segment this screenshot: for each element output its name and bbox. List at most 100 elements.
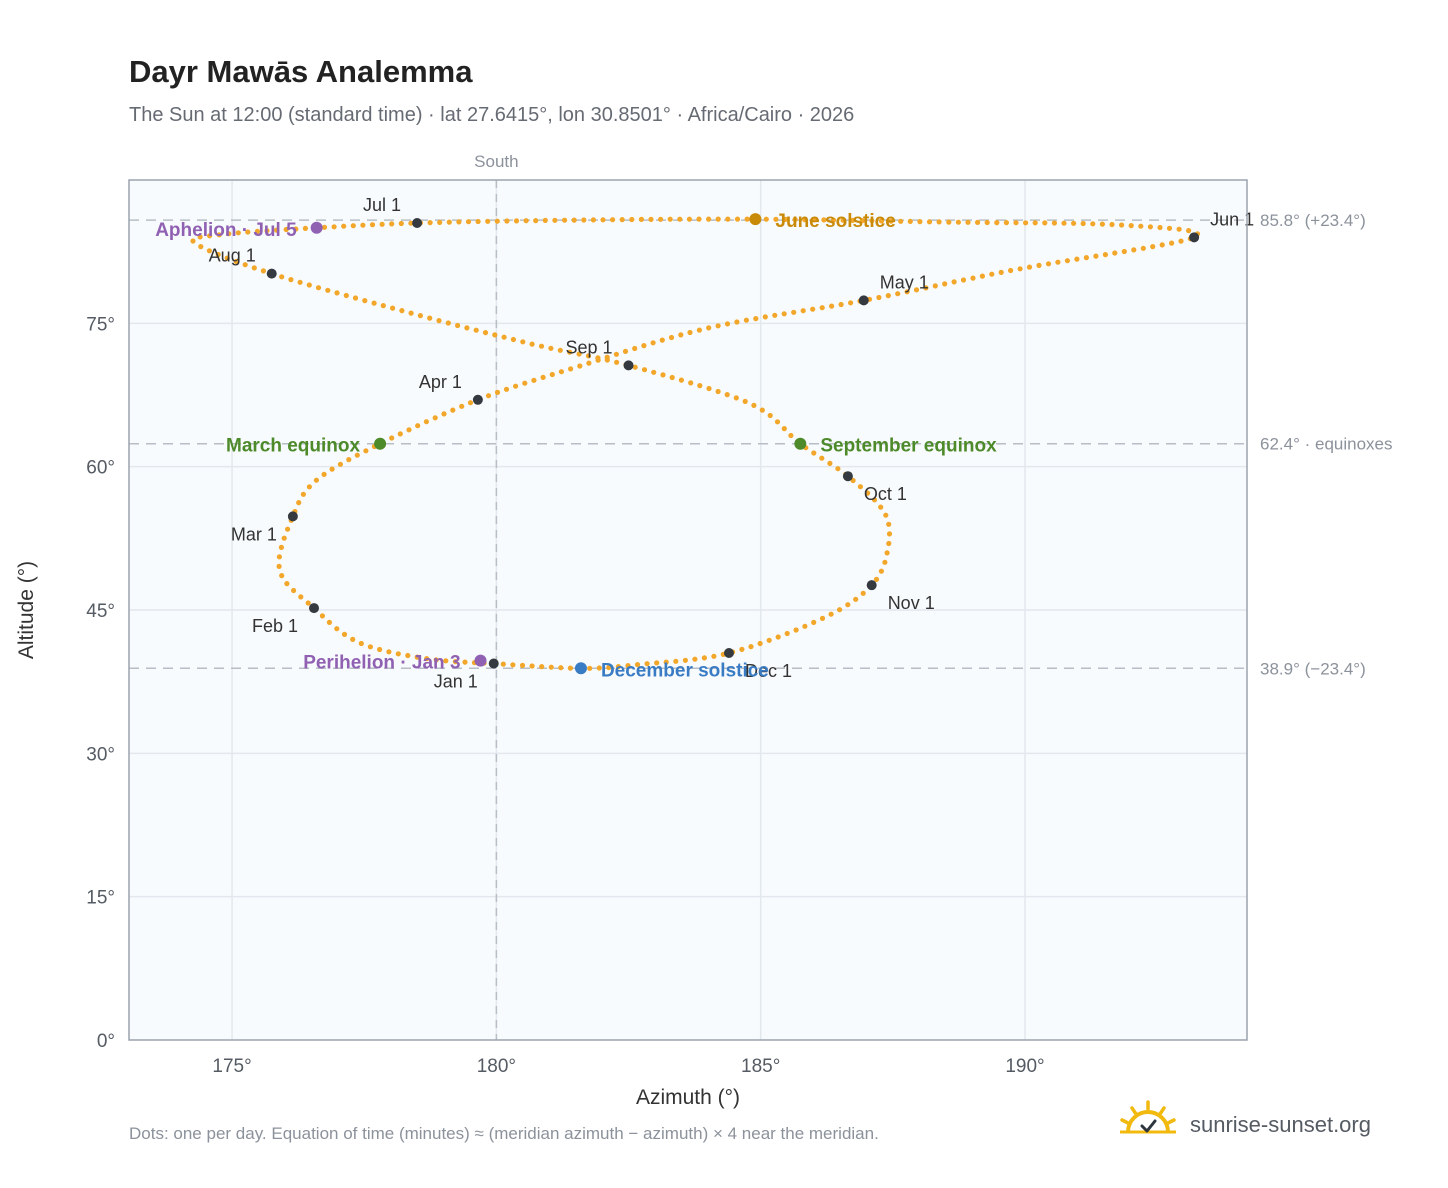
daily-sun-dot: [379, 221, 385, 227]
daily-sun-dot: [346, 457, 352, 463]
daily-sun-dot: [190, 238, 196, 244]
daily-sun-dot: [577, 363, 583, 369]
daily-sun-dot: [606, 664, 612, 671]
daily-sun-dot: [207, 233, 213, 239]
daily-sun-dot: [1176, 226, 1182, 232]
daily-sun-dot: [389, 221, 395, 227]
daily-sun-dot: [567, 665, 574, 671]
daily-sun-dot: [441, 411, 447, 417]
daily-sun-dot: [878, 218, 885, 224]
daily-sun-dot: [224, 255, 230, 261]
daily-sun-dot: [590, 217, 597, 223]
daily-sun-dot: [341, 223, 347, 229]
daily-sun-dot: [302, 225, 308, 231]
daily-sun-dot: [557, 347, 563, 353]
daily-sun-dot: [321, 471, 327, 477]
daily-sun-dot: [1178, 238, 1184, 244]
daily-sun-dot: [821, 217, 827, 223]
daily-sun-dot: [427, 315, 433, 321]
daily-sun-dot: [586, 360, 592, 366]
daily-sun-dot: [279, 573, 285, 579]
y-tick-label: 15°: [86, 888, 115, 909]
daily-sun-dot: [615, 664, 622, 670]
daily-sun-dot: [1150, 244, 1156, 250]
daily-sun-dot: [773, 216, 779, 222]
daily-sun-dot: [979, 273, 986, 279]
daily-sun-dot: [692, 656, 698, 662]
daily-sun-dot: [198, 244, 204, 250]
daily-sun-dot: [951, 279, 957, 285]
daily-sun-dot: [696, 327, 703, 333]
daily-sun-dot: [513, 383, 519, 389]
daily-sun-dot: [619, 217, 625, 223]
daily-sun-dot: [390, 305, 396, 311]
daily-sun-dot: [1032, 220, 1038, 226]
event-marker-dot: [794, 437, 807, 450]
daily-sun-dot: [1119, 222, 1125, 228]
daily-sun-dot: [520, 339, 526, 345]
daily-sun-dot: [585, 353, 592, 359]
daily-sun-dot: [885, 293, 891, 299]
daily-sun-dot: [772, 312, 778, 318]
daily-sun-dot: [998, 269, 1004, 275]
daily-sun-dot: [811, 619, 817, 626]
daily-sun-dot: [540, 374, 546, 380]
daily-sun-dot: [697, 383, 703, 389]
daily-sun-dot: [571, 217, 577, 223]
daily-sun-dot: [1138, 223, 1144, 229]
month-marker-dot: [842, 471, 853, 482]
daily-sun-dot: [542, 217, 548, 223]
daily-sun-dot: [215, 251, 221, 258]
daily-sun-dot: [715, 216, 721, 222]
daily-sun-dot: [819, 615, 826, 622]
daily-sun-dot: [774, 419, 781, 425]
daily-sun-dot: [298, 594, 304, 600]
daily-sun-dot: [206, 248, 212, 254]
daily-sun-dot: [654, 660, 660, 666]
daily-sun-dot: [350, 223, 356, 229]
daily-sun-dot: [386, 649, 392, 655]
daily-sun-dot: [576, 351, 582, 357]
daily-sun-dot: [638, 216, 645, 222]
daily-sun-dot: [742, 398, 748, 404]
daily-sun-dot: [873, 576, 880, 583]
y-tick-label: 0°: [97, 1031, 115, 1052]
daily-sun-dot: [325, 287, 331, 293]
daily-sun-dot: [1112, 250, 1118, 256]
daily-sun-dot: [414, 654, 420, 660]
daily-sun-dot: [757, 640, 763, 647]
daily-sun-dot: [883, 512, 889, 518]
daily-sun-dot: [791, 309, 797, 315]
daily-sun-dot: [669, 374, 675, 381]
daily-sun-dot: [558, 665, 564, 671]
daily-sun-dot: [1090, 221, 1096, 227]
daily-sun-dot: [850, 217, 856, 223]
daily-sun-dot: [632, 345, 638, 352]
daily-sun-dot: [882, 559, 888, 565]
daily-sun-dot: [1166, 225, 1173, 231]
daily-sun-dot: [494, 389, 501, 395]
daily-sun-dot: [965, 219, 971, 225]
daily-sun-dot: [293, 226, 299, 232]
daily-sun-dot: [464, 325, 470, 331]
daily-sun-dot: [459, 403, 465, 409]
brand-link[interactable]: sunrise-sunset.org: [1120, 1100, 1400, 1150]
daily-sun-dot: [494, 218, 500, 224]
event-label: Perihelion · Jan 3: [303, 653, 460, 674]
daily-sun-dot: [446, 219, 452, 225]
daily-sun-dot: [1159, 242, 1165, 248]
daily-sun-dot: [687, 329, 693, 336]
daily-sun-dot: [427, 220, 433, 226]
daily-sun-dot: [975, 219, 981, 225]
daily-sun-dot: [1169, 240, 1175, 246]
daily-sun-dot: [960, 277, 967, 283]
daily-sun-dot: [433, 657, 439, 663]
daily-sun-dot: [260, 268, 266, 274]
daily-sun-dot: [819, 305, 825, 311]
daily-sun-dot: [504, 218, 510, 224]
daily-sun-dot: [406, 427, 412, 433]
daily-sun-dot: [734, 319, 740, 325]
daily-sun-dot: [1083, 255, 1089, 261]
daily-sun-dot: [321, 224, 328, 230]
daily-sun-dot: [865, 490, 871, 496]
